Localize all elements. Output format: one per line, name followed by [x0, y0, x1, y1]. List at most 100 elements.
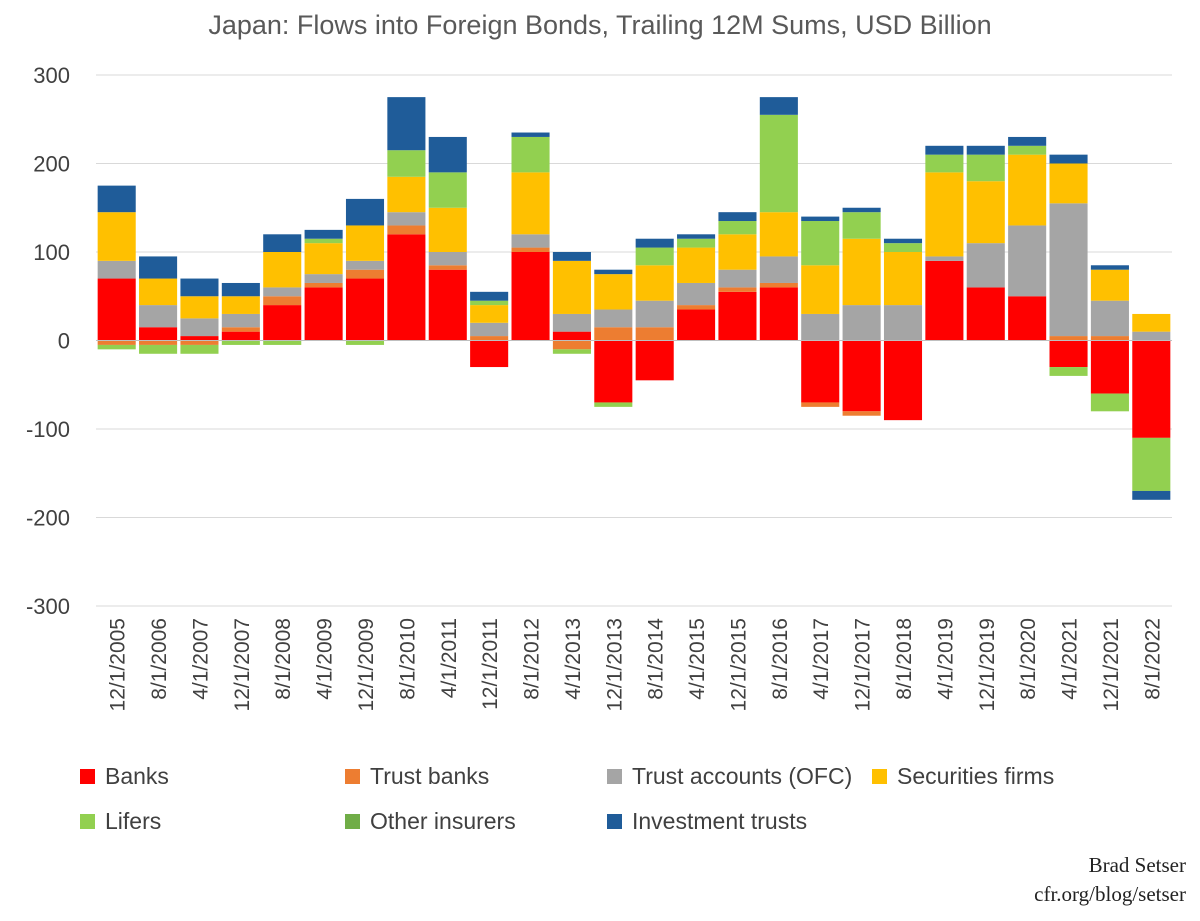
bar-segment-securities-firms	[139, 278, 178, 306]
bar-segment-securities-firms	[263, 252, 302, 288]
bar-segment-investment-trusts	[677, 234, 716, 239]
bar-segment-securities-firms	[180, 296, 219, 319]
bar-segment-trust-accounts-ofc	[387, 212, 426, 226]
y-tick-label: 300	[33, 63, 70, 88]
bar-segment-trust-banks	[263, 296, 302, 306]
bar-segment-securities-firms	[759, 212, 798, 257]
bar-segment-trust-banks	[552, 340, 591, 350]
bar-segment-banks	[345, 278, 385, 341]
bar-segment-securities-firms	[925, 172, 964, 257]
bar-segment-securities-firms	[345, 225, 385, 261]
bar-segment-lifers	[387, 150, 426, 177]
bar-segment-trust-accounts-ofc	[594, 309, 633, 328]
x-tick-label: 12/1/2021	[1100, 618, 1123, 711]
bar-segment-lifers	[1049, 367, 1088, 376]
bar-segment-investment-trusts	[801, 216, 840, 222]
y-tick-label: -100	[26, 417, 70, 442]
bar-segment-banks	[552, 331, 591, 341]
legend-label: Other insurers	[370, 808, 516, 834]
bar-segment-lifers	[263, 340, 302, 345]
bar-segment-banks	[221, 331, 260, 341]
bar-segment-trust-banks	[718, 287, 757, 292]
legend-label: Securities firms	[897, 763, 1055, 789]
bar-segment-trust-banks	[1090, 336, 1129, 341]
y-tick-label: 200	[33, 152, 70, 177]
legend-label: Trust banks	[370, 763, 490, 789]
bar-segment-trust-banks	[801, 402, 840, 407]
bar-segment-securities-firms	[594, 274, 633, 310]
author-credit: Brad Setser	[1088, 853, 1186, 877]
bar-segment-securities-firms	[1090, 269, 1129, 301]
y-tick-label: 0	[58, 329, 70, 354]
bar-segment-investment-trusts	[304, 229, 343, 239]
bar-segment-trust-accounts-ofc	[345, 260, 385, 270]
x-tick-label: 12/1/2013	[603, 618, 626, 711]
source-credit: cfr.org/blog/setser	[1034, 882, 1186, 906]
bar-segment-securities-firms	[387, 176, 426, 213]
bar-segment-securities-firms	[428, 207, 467, 252]
x-tick-label: 8/1/2012	[521, 618, 544, 700]
bar-segment-trust-banks	[759, 282, 798, 288]
bar-segment-banks	[139, 327, 178, 341]
bar-segment-trust-banks	[842, 411, 881, 416]
bar-segment-trust-banks	[470, 336, 509, 341]
bar-segment-securities-firms	[470, 305, 509, 323]
bar-segment-investment-trusts	[511, 132, 550, 137]
bar-segment-banks	[801, 340, 840, 403]
bar-segment-banks	[263, 305, 302, 341]
bar-segment-investment-trusts	[966, 145, 1005, 155]
bar-segment-trust-accounts-ofc	[1090, 300, 1129, 337]
bar-segment-trust-banks	[594, 327, 633, 341]
bar-segment-trust-accounts-ofc	[883, 305, 923, 341]
bar-segment-trust-banks	[304, 282, 343, 288]
bar-segment-banks	[97, 278, 136, 341]
bar-segment-trust-accounts-ofc	[511, 234, 550, 248]
legend-swatch	[607, 769, 622, 784]
bar-segment-trust-accounts-ofc	[635, 300, 674, 328]
bar-segment-banks	[677, 309, 716, 341]
legend-item: Trust accounts (OFC)	[607, 763, 852, 790]
bar-segment-securities-firms	[1132, 313, 1171, 332]
legend-item: Lifers	[80, 808, 161, 835]
x-tick-label: 4/1/2015	[686, 618, 709, 700]
x-tick-label: 4/1/2007	[189, 618, 212, 700]
bar-segment-lifers	[1090, 393, 1129, 412]
bar-segment-investment-trusts	[925, 145, 964, 155]
bar-segment-lifers	[470, 300, 509, 306]
bar-segment-banks	[470, 340, 509, 368]
y-tick-label: 100	[33, 240, 70, 265]
bar-segment-trust-banks	[511, 247, 550, 252]
bar-segment-investment-trusts	[842, 207, 881, 213]
legend-label: Trust accounts (OFC)	[632, 763, 853, 789]
bar-segment-lifers	[97, 344, 136, 350]
bar-segment-securities-firms	[552, 260, 591, 314]
bar-segment-investment-trusts	[883, 238, 923, 244]
x-tick-label: 8/1/2006	[148, 618, 171, 700]
bar-segment-banks	[966, 287, 1005, 341]
bar-segment-investment-trusts	[1008, 136, 1047, 146]
bar-segment-securities-firms	[801, 265, 840, 314]
bar-segment-securities-firms	[966, 181, 1005, 244]
bar-segment-lifers	[1008, 145, 1047, 155]
bar-segment-investment-trusts	[552, 252, 591, 261]
bar-segment-banks	[635, 340, 674, 381]
bar-segment-trust-accounts-ofc	[304, 274, 343, 283]
bar-segment-securities-firms	[842, 238, 881, 306]
bar-segment-securities-firms	[221, 296, 260, 314]
bar-segment-trust-accounts-ofc	[263, 287, 302, 297]
bar-segment-lifers	[635, 247, 674, 266]
bar-segment-lifers	[677, 238, 716, 248]
bar-segment-trust-banks	[1049, 336, 1088, 341]
x-tick-label: 4/1/2013	[562, 618, 585, 700]
x-tick-label: 4/1/2017	[810, 618, 833, 700]
bar-segment-trust-banks	[180, 340, 219, 345]
bar-segment-trust-banks	[221, 327, 260, 332]
legend-swatch	[80, 814, 95, 829]
bar-segment-investment-trusts	[263, 234, 302, 252]
bar-segment-lifers	[842, 212, 881, 239]
bar-segment-lifers	[221, 340, 260, 345]
bar-segment-banks	[925, 260, 964, 341]
bar-segment-trust-accounts-ofc	[1008, 225, 1047, 297]
